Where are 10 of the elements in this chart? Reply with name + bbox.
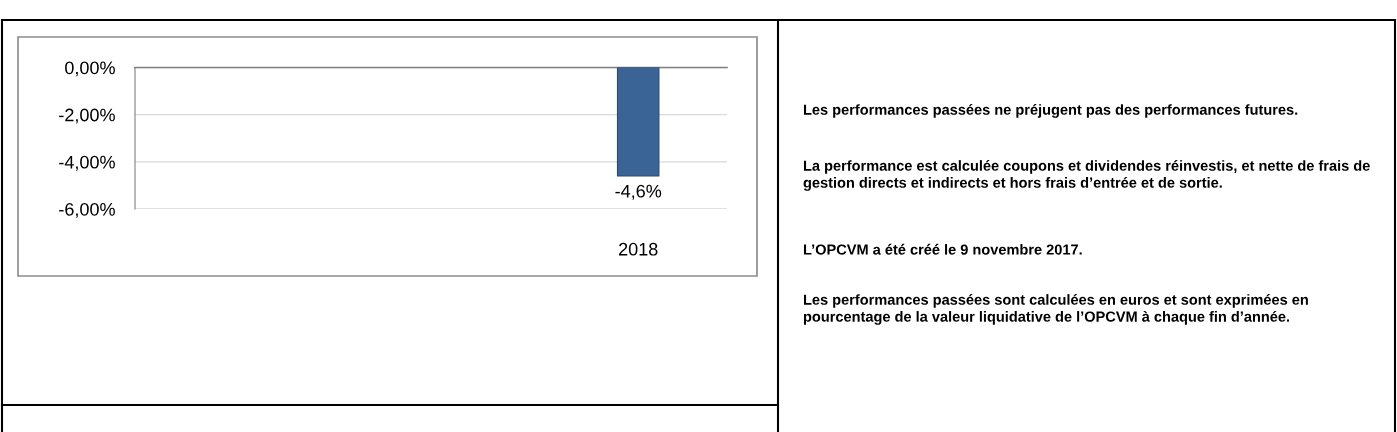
y-tick-label: -6,00% [59, 202, 115, 218]
text: Les performances passées ne préjugent pas des performances futures. [803, 104, 1298, 118]
y-tick-label: 0,00% [65, 61, 115, 77]
data-label: -4,6% [615, 184, 662, 200]
y-tick-label: -4,00% [59, 155, 115, 171]
text: Les performances passées sont calculées en euros et sont exprimées en pourcentage de la valeur liquidative de l’OPCVM à chaque fin d’année. [803, 294, 1308, 325]
y-tick-label: -2,00% [59, 108, 115, 124]
x-tick-label: 2018 [619, 242, 658, 256]
text: L’OPCVM a été créé le 9 novembre 2017. [803, 243, 1082, 255]
text: La performance est calculée coupons et dividendes réinvestis, et nette de frais de gestion directs et indirects et hors frais d’entrée et de sortie. [803, 160, 1370, 191]
